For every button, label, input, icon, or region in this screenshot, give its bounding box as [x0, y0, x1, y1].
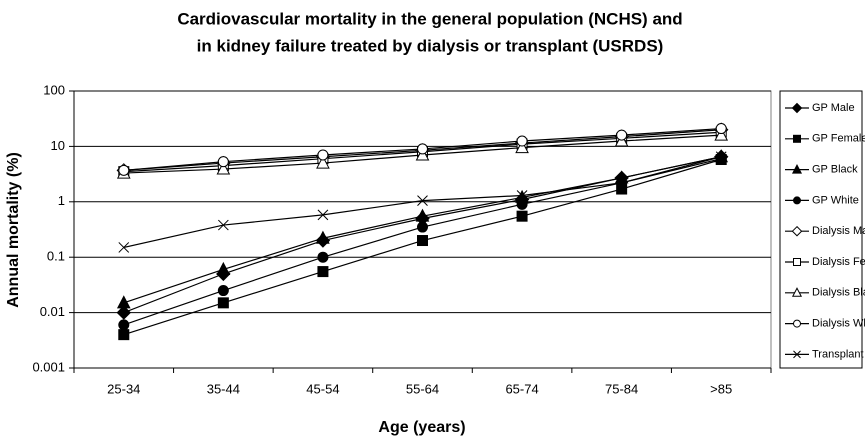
- chart-title: in kidney failure treated by dialysis or…: [197, 36, 664, 55]
- y-tick-label: 0.1: [47, 249, 65, 264]
- marker: [217, 297, 229, 309]
- legend-label: GP Black: [812, 164, 858, 176]
- legend-label: GP Female: [812, 133, 865, 145]
- y-tick-label: 0.001: [32, 359, 65, 374]
- marker: [516, 135, 528, 147]
- marker: [715, 153, 727, 165]
- legend-label: Transplant: [812, 348, 864, 360]
- legend-label: Dialysis Female: [812, 256, 865, 268]
- marker: [714, 127, 729, 141]
- marker: [116, 295, 131, 309]
- x-axis-label: Age (years): [378, 419, 465, 436]
- y-tick-label: 0.01: [40, 304, 65, 319]
- marker: [317, 209, 329, 221]
- marker: [515, 140, 529, 154]
- marker: [316, 230, 330, 244]
- marker: [317, 251, 329, 263]
- marker: [217, 156, 229, 168]
- marker: [791, 163, 803, 174]
- legend-label: Dialysis White: [812, 318, 865, 330]
- marker: [118, 164, 130, 176]
- marker: [616, 129, 628, 141]
- marker: [793, 319, 801, 328]
- y-tick-label: 100: [43, 82, 65, 97]
- marker: [317, 149, 329, 161]
- marker: [791, 287, 803, 297]
- marker: [516, 198, 528, 210]
- marker: [793, 134, 801, 143]
- y-tick-label: 10: [51, 138, 65, 153]
- marker: [118, 242, 130, 253]
- marker: [118, 319, 130, 331]
- marker: [516, 210, 528, 222]
- marker: [793, 196, 801, 205]
- x-tick-label: 55-64: [406, 381, 439, 396]
- marker: [793, 258, 801, 266]
- marker: [218, 219, 229, 231]
- marker: [417, 195, 428, 206]
- x-tick-label: >85: [710, 381, 732, 396]
- x-tick-label: 65-74: [505, 381, 538, 396]
- marker: [516, 190, 528, 201]
- marker: [616, 177, 627, 189]
- marker: [417, 143, 428, 155]
- x-tick-label: 75-84: [605, 381, 638, 396]
- y-tick-label: 1: [58, 193, 65, 208]
- legend-label: Dialysis Black: [812, 287, 865, 299]
- y-axis-label: Annual mortality (%): [5, 152, 22, 308]
- marker: [216, 161, 231, 175]
- x-tick-label: 35-44: [207, 381, 240, 396]
- marker: [791, 225, 803, 237]
- marker: [791, 102, 803, 114]
- marker: [417, 235, 428, 247]
- marker: [217, 285, 229, 297]
- marker: [417, 221, 428, 233]
- legend-label: GP White: [812, 194, 859, 206]
- marker: [118, 329, 130, 341]
- chart-title: Cardiovascular mortality in the general …: [177, 9, 682, 28]
- x-tick-label: 45-54: [306, 381, 339, 396]
- marker: [415, 208, 430, 222]
- marker: [317, 266, 329, 278]
- marker: [216, 261, 231, 275]
- marker: [715, 151, 727, 163]
- legend-label: GP Male: [812, 102, 855, 114]
- marker: [116, 305, 131, 320]
- marker: [715, 123, 727, 135]
- x-tick-label: 25-34: [107, 381, 140, 396]
- marker: [793, 350, 801, 359]
- legend-label: Dialysis Male: [812, 225, 865, 237]
- marker: [316, 155, 330, 169]
